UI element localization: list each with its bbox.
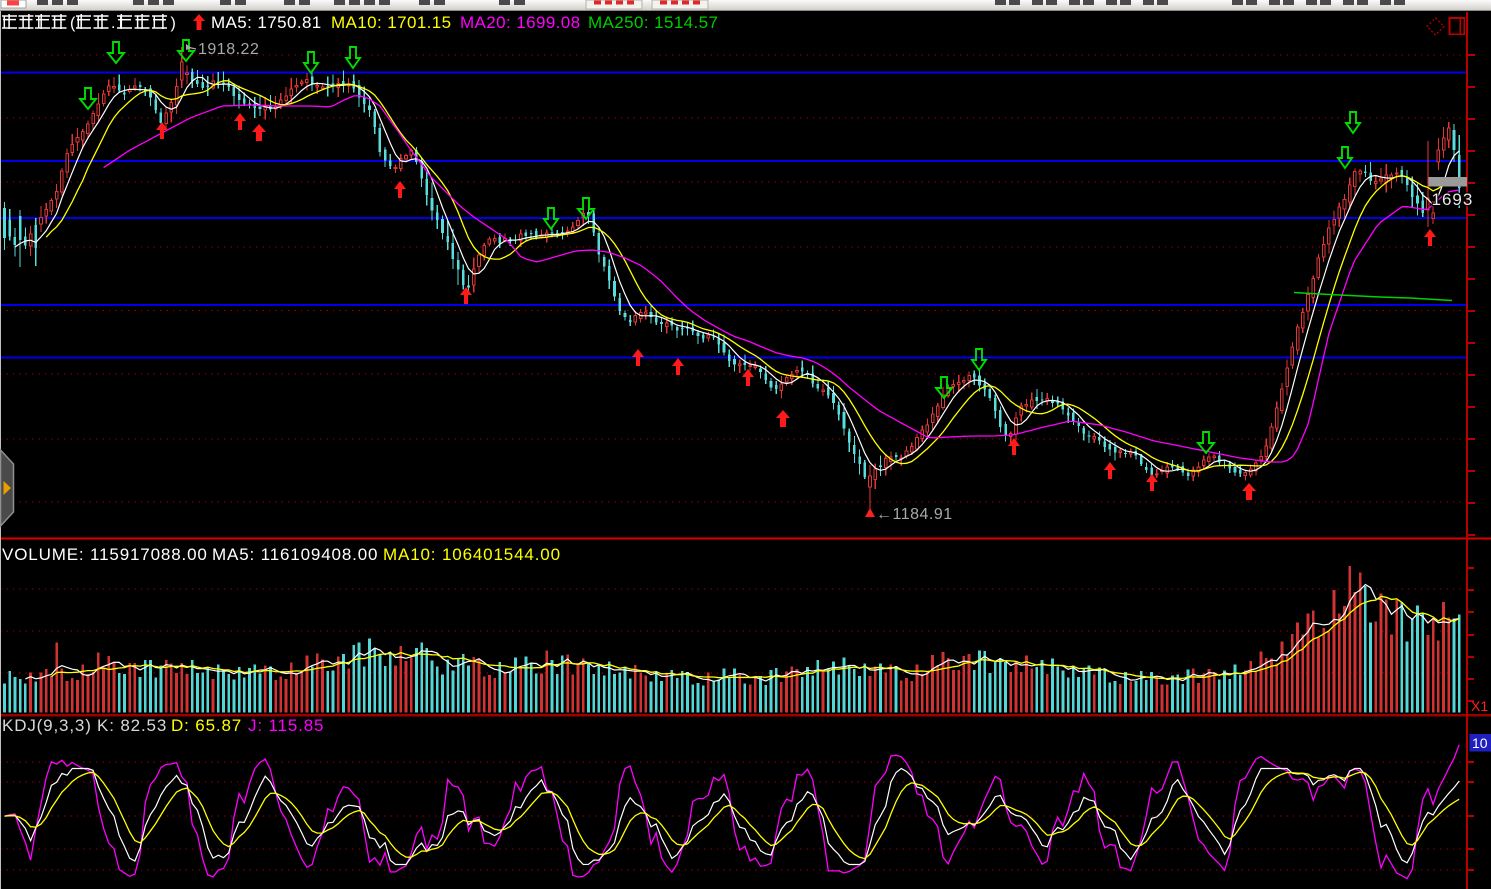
svg-text:MA5: 116109408.00: MA5: 116109408.00: [212, 545, 378, 564]
svg-text:10: 10: [1472, 735, 1488, 751]
svg-text:MA10: 1701.15: MA10: 1701.15: [331, 13, 452, 32]
svg-text:1693: 1693: [1432, 190, 1474, 209]
svg-text:.: .: [111, 15, 115, 32]
svg-text:MA5: 1750.81: MA5: 1750.81: [211, 13, 322, 32]
svg-text:VOLUME: 115917088.00: VOLUME: 115917088.00: [2, 545, 208, 564]
svg-text:MA250: 1514.57: MA250: 1514.57: [588, 13, 718, 32]
svg-text:1918.22: 1918.22: [198, 41, 259, 58]
svg-text:(: (: [70, 15, 76, 32]
svg-text:KDJ(9,3,3): KDJ(9,3,3): [2, 716, 92, 735]
svg-text:J: 115.85: J: 115.85: [248, 716, 324, 735]
svg-text:D: 65.87: D: 65.87: [171, 716, 242, 735]
svg-text:X1: X1: [1471, 698, 1488, 714]
svg-text:←1184.91: ←1184.91: [876, 506, 953, 523]
svg-text:MA20: 1699.08: MA20: 1699.08: [460, 13, 581, 32]
svg-text:K: 82.53: K: 82.53: [97, 716, 167, 735]
svg-text:MA10: 106401544.00: MA10: 106401544.00: [383, 545, 561, 564]
svg-text:): ): [171, 15, 176, 32]
